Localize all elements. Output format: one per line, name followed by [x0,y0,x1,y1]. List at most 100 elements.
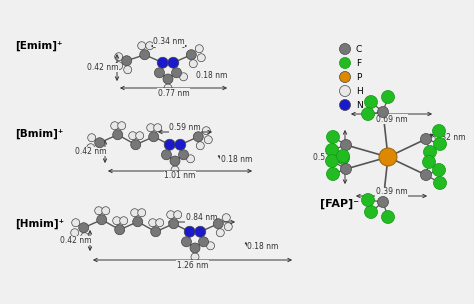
Circle shape [168,57,179,68]
Circle shape [326,154,338,168]
Circle shape [115,53,123,61]
Circle shape [162,150,172,160]
Circle shape [136,132,144,140]
Circle shape [339,99,350,110]
Circle shape [131,209,139,217]
Circle shape [147,124,155,132]
Circle shape [207,242,215,250]
Text: 0.34 nm: 0.34 nm [153,37,185,47]
Circle shape [149,219,157,227]
Circle shape [337,150,349,163]
Circle shape [163,74,173,84]
Circle shape [171,166,179,174]
Circle shape [420,133,431,144]
Circle shape [87,144,95,152]
Circle shape [95,207,103,215]
Circle shape [199,237,209,247]
Text: 0.42 nm: 0.42 nm [87,63,119,72]
Text: 0.59 nm: 0.59 nm [169,123,201,133]
Circle shape [151,227,161,237]
Circle shape [146,42,154,50]
Text: [Hmim]⁺: [Hmim]⁺ [15,219,64,229]
Circle shape [189,60,197,68]
Circle shape [340,164,352,174]
Circle shape [377,196,389,208]
Circle shape [71,229,79,237]
Text: 0.57 nm: 0.57 nm [313,153,345,161]
Text: 0.18 nm: 0.18 nm [247,242,279,251]
Text: [FAP]⁻: [FAP]⁻ [320,199,359,209]
Circle shape [129,132,137,140]
Circle shape [118,122,126,130]
Circle shape [170,156,180,166]
Circle shape [149,132,159,142]
Circle shape [182,237,191,247]
Circle shape [167,211,175,219]
Text: C: C [356,44,362,54]
Circle shape [422,156,436,168]
Circle shape [382,210,394,223]
Text: N: N [356,101,363,109]
Circle shape [120,217,128,225]
Circle shape [173,211,182,219]
Circle shape [156,219,164,227]
Circle shape [88,134,96,142]
Circle shape [111,122,118,130]
Text: [Bmim]⁺: [Bmim]⁺ [15,129,64,139]
Circle shape [97,148,105,156]
Text: F: F [356,58,361,67]
Circle shape [175,139,186,150]
Text: 0.42 nm: 0.42 nm [75,147,107,156]
Text: 0.39 nm: 0.39 nm [376,188,407,196]
Circle shape [195,45,203,53]
Circle shape [172,68,182,78]
Circle shape [339,43,350,54]
Circle shape [113,217,121,225]
Circle shape [196,142,204,150]
Circle shape [377,106,389,118]
Text: 0.69 nm: 0.69 nm [376,115,407,123]
Circle shape [195,226,206,237]
Circle shape [362,108,374,120]
Circle shape [202,127,210,135]
Circle shape [157,57,168,68]
Circle shape [124,66,132,74]
Circle shape [222,214,230,222]
Circle shape [131,140,141,150]
Text: 1.26 nm: 1.26 nm [177,261,208,270]
Circle shape [138,42,146,50]
Circle shape [379,148,397,166]
Circle shape [154,124,162,132]
Circle shape [340,140,352,150]
Circle shape [423,146,437,158]
Circle shape [79,223,89,233]
Circle shape [420,170,431,181]
Circle shape [362,194,374,206]
Circle shape [184,226,195,237]
Circle shape [326,143,338,157]
Circle shape [197,54,205,62]
Circle shape [327,130,339,143]
Circle shape [72,219,80,227]
Circle shape [432,125,446,137]
Circle shape [190,243,200,253]
Text: P: P [356,72,361,81]
Circle shape [216,229,224,237]
Circle shape [187,155,194,163]
Circle shape [115,62,123,70]
Circle shape [81,233,89,241]
Circle shape [213,219,223,229]
Text: 1.01 nm: 1.01 nm [164,171,196,181]
Circle shape [95,138,105,148]
Circle shape [164,84,172,92]
Circle shape [339,85,350,96]
Circle shape [97,215,107,225]
Text: 0.32 nm: 0.32 nm [434,133,466,143]
Circle shape [365,95,377,109]
Circle shape [164,139,175,150]
Circle shape [138,209,146,217]
Circle shape [180,73,188,81]
Circle shape [224,223,232,231]
Circle shape [432,164,446,177]
Circle shape [337,151,349,164]
